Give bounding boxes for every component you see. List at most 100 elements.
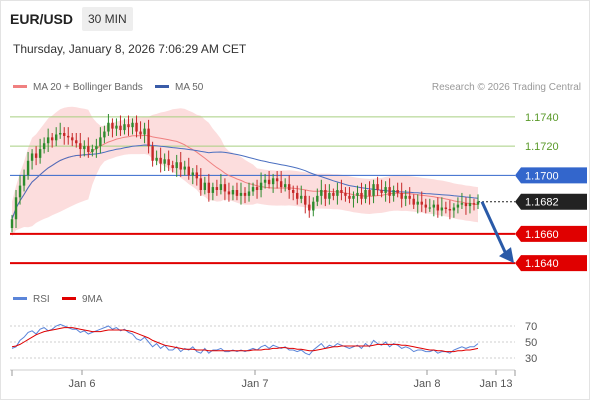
ma20-legend-label: MA 20 + Bollinger Bands bbox=[33, 82, 143, 93]
rsi-ma-line bbox=[11, 327, 479, 353]
candle-body bbox=[279, 181, 283, 188]
candle-body bbox=[259, 182, 263, 190]
candle-body bbox=[356, 192, 359, 196]
rsi-panel: 70 50 30 bbox=[10, 321, 537, 365]
chart-header: EUR/USD 30 MIN bbox=[0, 0, 590, 36]
candle-body bbox=[79, 143, 82, 150]
candle-body bbox=[10, 219, 14, 228]
candle-body bbox=[292, 190, 295, 193]
candle-body bbox=[235, 190, 239, 196]
candle-body bbox=[199, 178, 203, 190]
candle-body bbox=[207, 182, 211, 193]
candle-body bbox=[464, 203, 468, 207]
candle-body bbox=[344, 192, 347, 196]
candle-body bbox=[143, 128, 146, 135]
x-tick-label-0: Jan 6 bbox=[69, 378, 96, 390]
candle-body bbox=[404, 195, 407, 199]
candle-body bbox=[183, 166, 186, 170]
candle-body bbox=[46, 137, 50, 144]
candle-body bbox=[376, 184, 379, 190]
candle-body bbox=[63, 133, 66, 136]
level-lines bbox=[10, 116, 515, 265]
candle-body bbox=[328, 192, 331, 199]
candle-body bbox=[452, 207, 456, 211]
level-tag-5 bbox=[515, 255, 587, 272]
candle-body bbox=[175, 162, 178, 169]
candle-body bbox=[396, 190, 399, 193]
candle-body bbox=[111, 122, 114, 129]
x-tick-label-1: Jan 7 bbox=[242, 378, 269, 390]
level-label-1: 1.1720 bbox=[525, 141, 559, 153]
candle-body bbox=[412, 198, 415, 205]
candle-body bbox=[34, 153, 38, 158]
candle-body bbox=[50, 137, 54, 141]
rsi-legend-label: RSI bbox=[33, 294, 50, 305]
candle-body bbox=[211, 187, 215, 193]
candle-body bbox=[59, 133, 62, 135]
candle-body bbox=[22, 175, 26, 186]
candle-body bbox=[300, 195, 303, 199]
interval-selector[interactable]: 30 MIN bbox=[82, 7, 133, 31]
rsi-tick-label-1: 50 bbox=[525, 337, 537, 349]
level-tag-3 bbox=[515, 193, 587, 210]
candle-body bbox=[87, 146, 90, 152]
candle-body bbox=[30, 153, 34, 161]
candle-body bbox=[215, 187, 219, 190]
rsi-tick-label-0: 70 bbox=[525, 321, 537, 333]
candle-body bbox=[267, 179, 271, 185]
candle-body bbox=[408, 195, 411, 199]
candle-body bbox=[119, 125, 122, 131]
candle-body bbox=[380, 190, 383, 193]
candle-body bbox=[107, 122, 110, 132]
candle-body bbox=[332, 192, 335, 196]
candle-body bbox=[147, 128, 150, 147]
rsi-legend-swatch bbox=[13, 297, 27, 300]
candle-body bbox=[255, 187, 259, 190]
candle-body bbox=[448, 209, 452, 211]
candle-body bbox=[271, 178, 275, 185]
candle-body bbox=[159, 157, 162, 164]
rsi-tick-label-2: 30 bbox=[525, 353, 537, 365]
candle-body bbox=[135, 122, 138, 132]
level-label-3: 1.1682 bbox=[525, 197, 559, 209]
rsi-ma-legend-swatch bbox=[62, 297, 76, 300]
ma20-legend-swatch bbox=[13, 85, 27, 88]
candle-body bbox=[123, 124, 126, 131]
candle-body bbox=[320, 190, 323, 196]
candle-body bbox=[131, 122, 134, 128]
ma20-line bbox=[11, 134, 479, 220]
candle-body bbox=[227, 191, 231, 195]
level-label-0: 1.1740 bbox=[525, 112, 559, 124]
candle-body bbox=[436, 204, 440, 211]
candle-body bbox=[155, 157, 158, 161]
candle-body bbox=[127, 124, 130, 128]
candle-body bbox=[67, 135, 70, 138]
bollinger-band-area bbox=[12, 106, 478, 237]
candle-body bbox=[54, 134, 58, 141]
candle-body bbox=[203, 182, 207, 190]
candle-body bbox=[75, 140, 78, 144]
candle-body bbox=[388, 187, 391, 196]
moving-averages bbox=[11, 134, 479, 220]
candle-body bbox=[432, 204, 436, 208]
candle-body bbox=[392, 190, 395, 196]
candle-body bbox=[191, 172, 194, 176]
forecast-arrow-shaft bbox=[480, 201, 508, 255]
forecast-arrow bbox=[480, 201, 514, 264]
candle-body bbox=[139, 131, 142, 135]
candle-body bbox=[316, 195, 319, 202]
ma50-legend-label: MA 50 bbox=[175, 82, 204, 93]
candle-body bbox=[416, 201, 419, 205]
candle-body bbox=[336, 190, 339, 196]
level-tag-2 bbox=[515, 167, 587, 184]
candle-body bbox=[472, 203, 476, 205]
candle-body bbox=[468, 203, 472, 207]
rsi-ma-legend-label: 9MA bbox=[82, 294, 103, 305]
candle-body bbox=[187, 166, 190, 176]
candle-body bbox=[103, 131, 106, 138]
candle-body bbox=[151, 146, 154, 161]
level-tag-4 bbox=[515, 225, 587, 242]
candle-body bbox=[95, 146, 98, 150]
x-tick-label-2: Jan 8 bbox=[414, 378, 441, 390]
